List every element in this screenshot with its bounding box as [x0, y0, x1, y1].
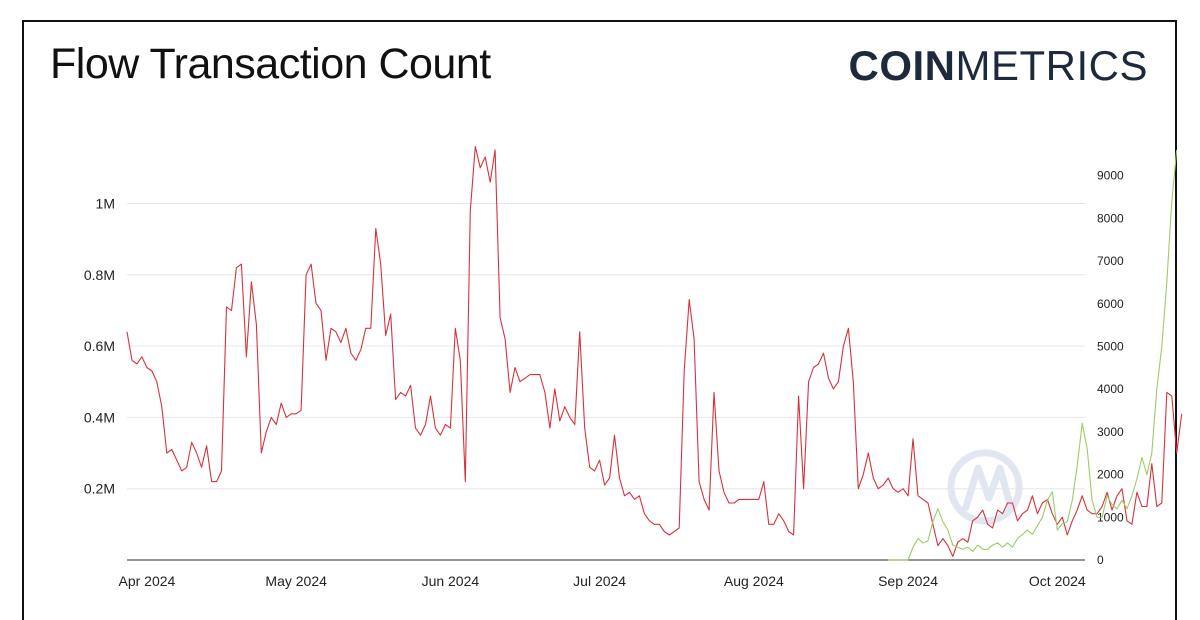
- y-left-tick-label: 0.6M: [84, 338, 115, 354]
- x-tick-label: Oct 2024: [1029, 573, 1086, 589]
- x-tick-label: Sep 2024: [878, 573, 938, 589]
- x-tick-label: Apr 2024: [118, 573, 175, 589]
- y-right-tick-label: 3000: [1097, 425, 1124, 439]
- x-tick-label: May 2024: [265, 573, 327, 589]
- logo-light-text: METRICS: [955, 42, 1148, 89]
- coinmetrics-logo: COINMETRICS: [849, 42, 1149, 90]
- y-right-tick-label: 1000: [1097, 510, 1124, 524]
- line-chart: Apr 2024 May 2024 Jun 2024 Jul 2024 Aug 2024…: [84, 145, 1183, 589]
- chart-title: Flow Transaction Count: [50, 40, 491, 88]
- gridlines: [127, 202, 1085, 561]
- coinmetrics-watermark: [947, 449, 1023, 525]
- y-left-tick-label: 1M: [96, 195, 115, 211]
- x-tick-label: Jul 2024: [573, 573, 626, 589]
- x-axis: Apr 2024 May 2024 Jun 2024 Jul 2024 Aug 2024…: [118, 573, 1085, 589]
- y-left-tick-label: 0.2M: [84, 481, 115, 497]
- y-right-tick-label: 5000: [1097, 339, 1124, 353]
- x-tick-label: Jun 2024: [422, 573, 480, 589]
- y-left-tick-label: 0.8M: [84, 267, 115, 283]
- y-right-tick-label: 2000: [1097, 468, 1124, 482]
- y-right-tick-label: 4000: [1097, 382, 1124, 396]
- y-right-tick-label: 8000: [1097, 211, 1124, 225]
- x-tick-label: Aug 2024: [724, 573, 784, 589]
- y-right-tick-label: 9000: [1097, 169, 1124, 183]
- right-y-axis: 0 1000 2000 3000 4000 5000 6000 7000 8000 9000: [1097, 169, 1124, 567]
- y-right-tick-label: 7000: [1097, 254, 1124, 268]
- y-right-tick-label: 6000: [1097, 297, 1124, 311]
- series-line-right: [888, 149, 1178, 561]
- series-lines: [126, 145, 1183, 561]
- series-line-left: [126, 145, 1183, 557]
- logo-bold-text: COIN: [848, 42, 956, 89]
- y-left-tick-label: 0.4M: [84, 409, 115, 425]
- y-right-tick-label: 0: [1097, 553, 1104, 567]
- left-y-axis: 0.2M 0.4M 0.6M 0.8M 1M: [84, 195, 115, 496]
